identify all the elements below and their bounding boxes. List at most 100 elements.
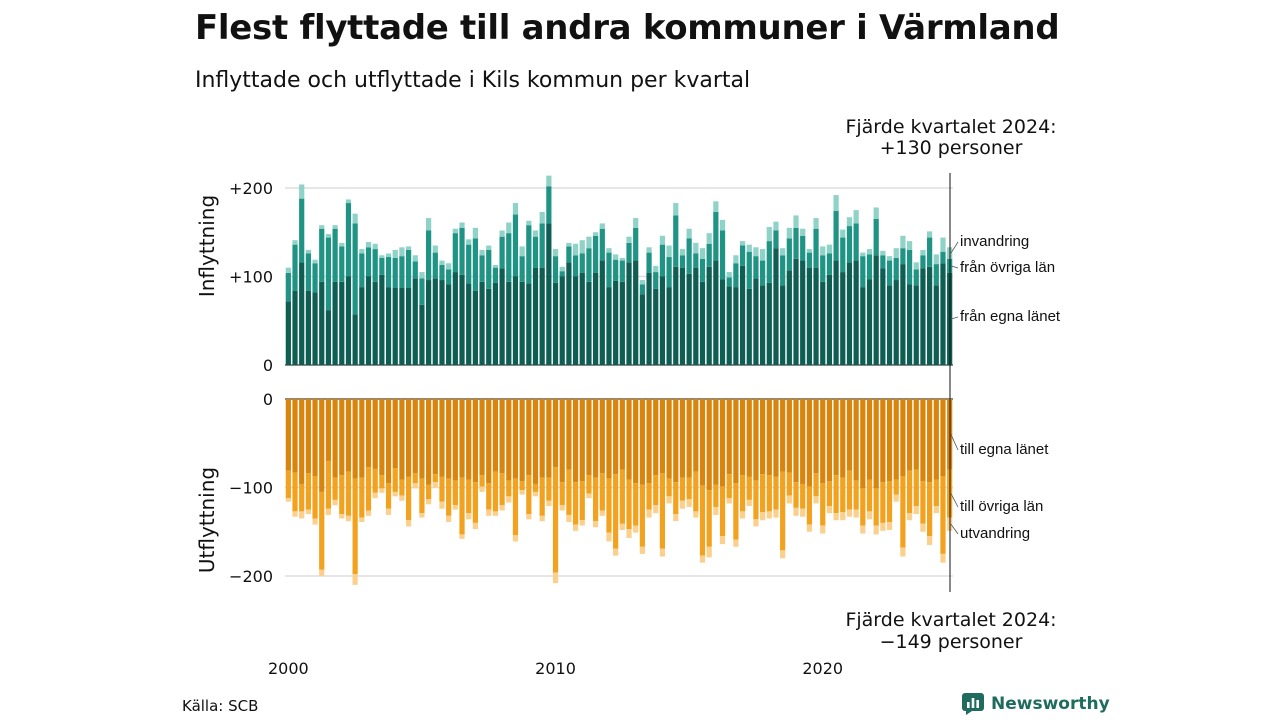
- bar-inflow-0: [479, 281, 485, 365]
- bar-inflow-2: [840, 229, 846, 238]
- bar-outflow-1: [780, 471, 786, 551]
- bar-inflow-2: [860, 252, 866, 257]
- bottom-annotation-line1: Fjärde kvartalet 2024:: [845, 609, 1056, 631]
- bar-inflow-0: [853, 260, 859, 365]
- bar-outflow-0: [693, 399, 699, 472]
- bar-outflow-2: [913, 506, 919, 515]
- bar-outflow-1: [913, 469, 919, 507]
- bar-outflow-1: [519, 481, 525, 491]
- bar-outflow-1: [873, 488, 879, 526]
- bar-inflow-0: [399, 288, 405, 365]
- bar-outflow-0: [466, 399, 472, 480]
- bar-inflow-2: [893, 248, 899, 258]
- bar-inflow-1: [486, 249, 492, 289]
- bar-inflow-0: [419, 304, 425, 365]
- bar-inflow-2: [653, 265, 659, 273]
- bar-inflow-2: [566, 242, 572, 247]
- bar-inflow-1: [566, 246, 572, 263]
- bar-outflow-0: [927, 399, 933, 483]
- bar-inflow-2: [392, 249, 398, 258]
- bar-inflow-2: [753, 247, 759, 257]
- brand-logo[interactable]: Newsworthy: [962, 693, 1110, 715]
- bar-outflow-1: [793, 482, 799, 508]
- grid-layer: [285, 187, 953, 577]
- bar-outflow-1: [659, 473, 666, 549]
- bar-inflow-2: [479, 249, 485, 256]
- bar-inflow-1: [339, 246, 345, 282]
- bar-inflow-1: [559, 271, 565, 277]
- bar-inflow-1: [399, 256, 405, 289]
- bar-outflow-2: [599, 510, 605, 516]
- bar-inflow-0: [439, 280, 445, 365]
- bar-inflow-1: [699, 258, 706, 282]
- bar-inflow-1: [432, 252, 438, 279]
- bar-outflow-2: [506, 496, 512, 503]
- bar-inflow-1: [385, 257, 392, 288]
- bar-inflow-2: [906, 241, 913, 250]
- bar-inflow-1: [459, 227, 465, 275]
- bar-outflow-2: [659, 548, 666, 557]
- bar-outflow-0: [526, 399, 532, 476]
- bar-outflow-2: [552, 572, 559, 584]
- bar-inflow-2: [559, 266, 565, 272]
- bar-inflow-2: [519, 246, 525, 257]
- bar-outflow-1: [419, 478, 425, 514]
- bar-inflow-1: [659, 244, 666, 277]
- bar-outflow-1: [626, 479, 632, 530]
- bar-inflow-1: [512, 214, 519, 277]
- bar-outflow-1: [599, 473, 605, 511]
- bar-outflow-1: [512, 478, 519, 536]
- bar-inflow-1: [492, 267, 499, 283]
- bar-inflow-1: [479, 255, 485, 282]
- bar-outflow-0: [559, 399, 565, 483]
- bar-inflow-0: [866, 279, 873, 365]
- bar-inflow-2: [773, 221, 779, 231]
- bar-inflow-1: [593, 235, 599, 273]
- bar-inflow-0: [579, 272, 585, 365]
- bar-inflow-2: [419, 272, 425, 279]
- bar-outflow-2: [900, 547, 906, 557]
- bar-outflow-1: [459, 477, 465, 535]
- bar-outflow-1: [633, 483, 639, 526]
- bar-outflow-2: [452, 505, 458, 510]
- bar-outflow-1: [773, 476, 779, 510]
- bar-outflow-2: [626, 529, 632, 538]
- bar-outflow-0: [873, 399, 879, 489]
- bar-inflow-1: [439, 264, 445, 281]
- bar-inflow-2: [292, 240, 298, 245]
- inflow-bars: [285, 175, 953, 365]
- bar-outflow-2: [733, 539, 739, 547]
- bar-outflow-2: [285, 498, 291, 502]
- bar-inflow-0: [820, 281, 826, 365]
- bar-inflow-0: [552, 282, 559, 365]
- bar-outflow-0: [633, 399, 639, 484]
- bar-outflow-2: [299, 511, 305, 519]
- bar-inflow-2: [826, 244, 833, 254]
- bar-inflow-0: [526, 283, 532, 365]
- bar-inflow-1: [853, 223, 859, 261]
- bar-inflow-0: [713, 260, 719, 365]
- bar-outflow-0: [532, 399, 539, 484]
- bar-outflow-1: [706, 490, 712, 547]
- bar-outflow-1: [452, 480, 458, 506]
- bar-inflow-0: [339, 281, 345, 365]
- bar-outflow-2: [826, 506, 833, 514]
- bar-outflow-0: [739, 399, 746, 476]
- bar-inflow-0: [405, 288, 412, 365]
- bar-outflow-0: [586, 399, 592, 476]
- bar-outflow-1: [593, 477, 599, 522]
- bar-inflow-0: [786, 270, 792, 365]
- bar-inflow-0: [593, 272, 599, 365]
- bar-inflow-0: [927, 266, 933, 365]
- bar-inflow-2: [733, 255, 739, 264]
- bar-inflow-0: [653, 288, 659, 365]
- bar-inflow-1: [719, 230, 726, 280]
- bar-inflow-1: [546, 186, 552, 224]
- bar-inflow-0: [512, 276, 519, 365]
- bar-inflow-0: [693, 267, 699, 365]
- bar-outflow-0: [365, 399, 372, 468]
- bar-outflow-2: [305, 509, 311, 515]
- bar-inflow-0: [365, 276, 372, 365]
- bar-inflow-0: [719, 279, 726, 365]
- bar-outflow-0: [546, 399, 552, 478]
